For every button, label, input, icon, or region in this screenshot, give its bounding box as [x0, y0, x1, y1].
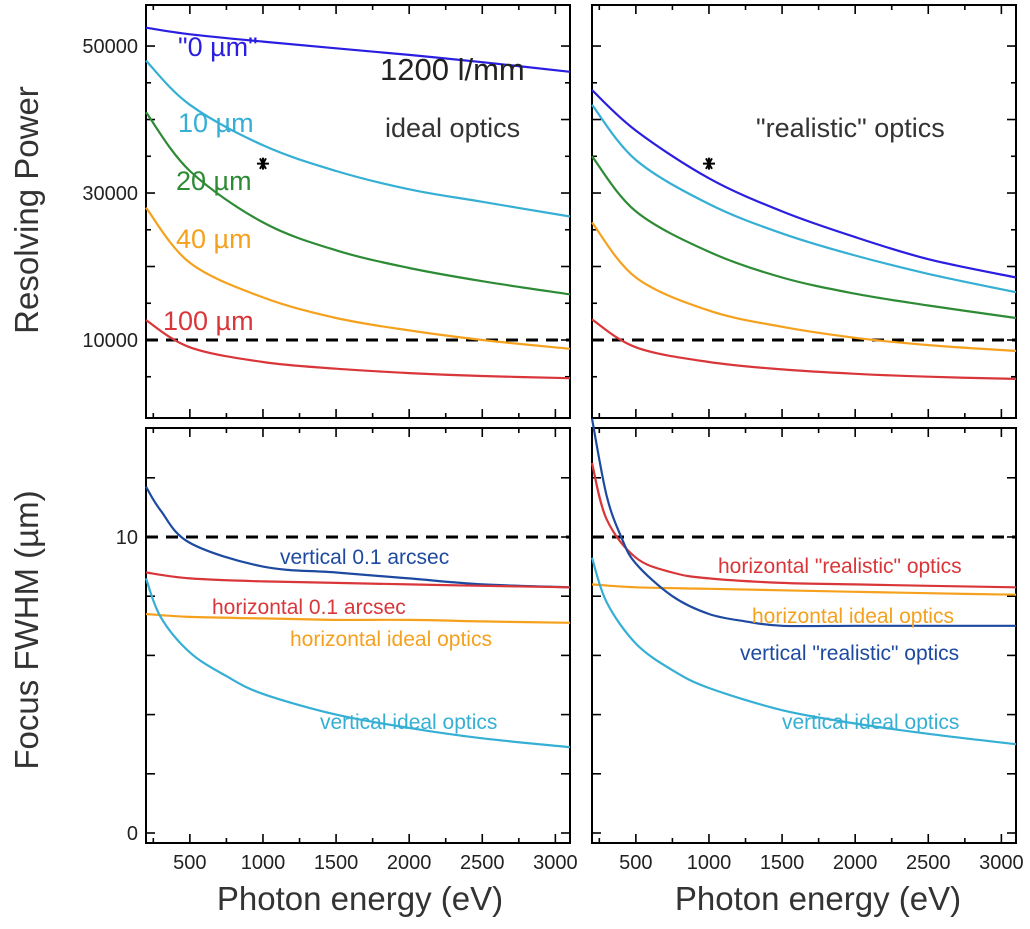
x-tick-label: 500: [619, 852, 652, 874]
x-tick-label: 1000: [241, 852, 286, 874]
x-tick-label: 2000: [387, 852, 432, 874]
x-tick-label: 2000: [833, 852, 878, 874]
ideal-optics-annotation: ideal optics: [385, 113, 520, 143]
x-axis-label-left: Photon energy (eV): [217, 880, 503, 917]
panel-top-right: [591, 4, 1017, 419]
series-label-40um: 40 µm: [176, 224, 252, 254]
plot-frame: [145, 4, 571, 419]
series-line-red: [590, 462, 1017, 589]
series-line-orange: [145, 612, 571, 624]
x-axis-label-right: Photon energy (eV): [675, 880, 961, 917]
panel-bottom-left: 0 10 500 1000 1500 2000 2500 3000: [116, 427, 578, 874]
label-vertical-ideal-right: vertical ideal optics: [782, 711, 959, 734]
series-line-navy: [145, 486, 571, 589]
x-tick-label: 2500: [906, 852, 951, 874]
y-axis-label-bottom: Focus FWHM (µm): [8, 490, 45, 769]
plot-frame: [591, 427, 1017, 844]
series-line-orange: [145, 207, 571, 350]
label-vertical-ideal-left: vertical ideal optics: [320, 711, 497, 734]
series-label-0um: "0 µm": [178, 32, 258, 62]
series-line-light_blue: [591, 104, 1017, 294]
x-tick-label: 3000: [533, 852, 578, 874]
series-line-light_blue: [590, 557, 1017, 746]
x-tick-label: 1500: [314, 852, 359, 874]
asterisk-marker: [702, 157, 715, 170]
series-line-dark_blue: [591, 89, 1017, 279]
series-line-green: [145, 111, 571, 296]
panel-top-left: 10000 30000 50000: [82, 4, 571, 419]
series-line-red: [145, 571, 571, 589]
series-line-green: [591, 155, 1017, 320]
realistic-optics-annotation: "realistic" optics: [756, 113, 945, 143]
label-horizontal-realistic: horizontal "realistic" optics: [718, 555, 962, 578]
series-label-10um: 10 µm: [178, 108, 254, 138]
label-horizontal-ideal-left: horizontal ideal optics: [290, 628, 492, 651]
series-line-navy: [590, 418, 1016, 628]
series-label-20um: 20 µm: [176, 166, 252, 196]
label-vertical-arcsec: vertical 0.1 arcsec: [280, 546, 449, 569]
x-tick-label: 2500: [460, 852, 505, 874]
panel-bottom-right: 500 1000 1500 2000 2500 3000: [590, 418, 1024, 874]
x-tick-label: 500: [173, 852, 206, 874]
label-horizontal-arcsec: horizontal 0.1 arcsec: [212, 596, 406, 619]
y-tick-label: 10: [116, 527, 138, 549]
plot-frame: [145, 427, 571, 844]
x-tick-label: 1000: [687, 852, 732, 874]
label-vertical-realistic: vertical "realistic" optics: [740, 642, 959, 665]
grating-annotation: 1200 l/mm: [380, 52, 525, 87]
y-tick-label: 30000: [82, 183, 138, 205]
y-tick-label: 0: [127, 823, 138, 845]
series-line-orange: [591, 221, 1017, 353]
series-line-dark_blue: [145, 26, 571, 73]
plot-frame: [591, 4, 1017, 419]
series-line-orange: [591, 583, 1017, 596]
series-line-light_blue: [144, 578, 571, 749]
series-label-100um: 100 µm: [163, 306, 254, 336]
x-tick-label: 1500: [760, 852, 805, 874]
series-line-red: [591, 318, 1017, 380]
y-tick-label: 50000: [82, 36, 138, 58]
series-line-red: [145, 319, 571, 380]
y-tick-label: 10000: [82, 330, 138, 352]
label-horizontal-ideal-right: horizontal ideal optics: [752, 605, 954, 628]
series-line-light_blue: [145, 59, 571, 218]
y-axis-label-top: Resolving Power: [8, 86, 45, 334]
asterisk-marker: [256, 157, 269, 170]
x-tick-label: 3000: [979, 852, 1024, 874]
